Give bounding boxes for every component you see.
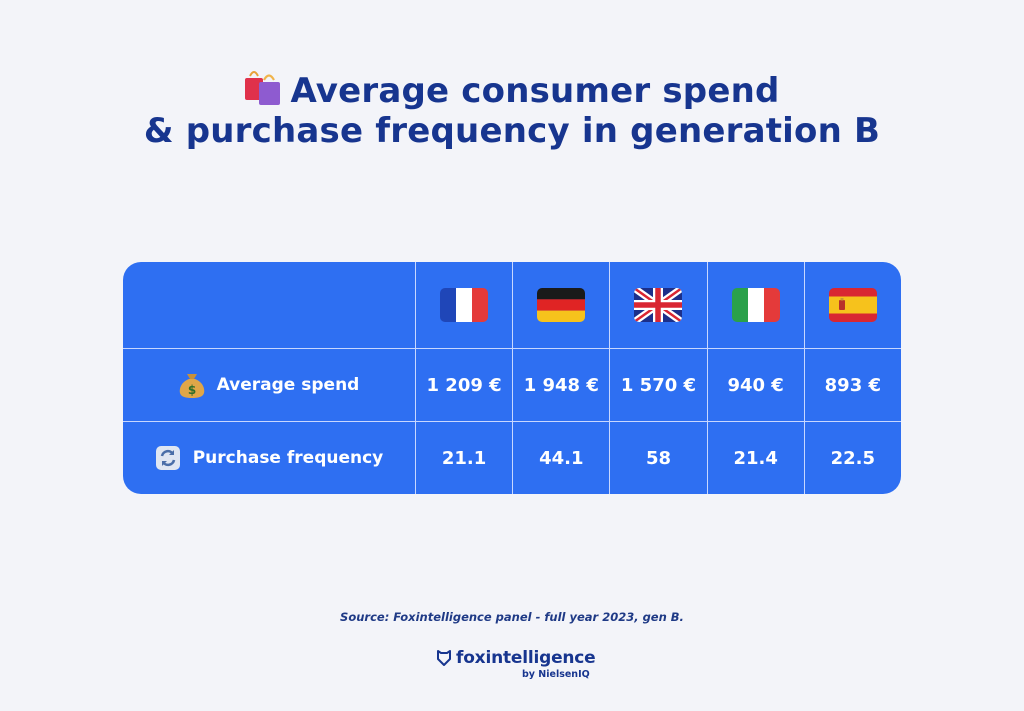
- table-header-row: [123, 262, 901, 348]
- value-cell: 22.5: [803, 422, 901, 494]
- value-cell: 1 209 €: [415, 349, 512, 421]
- logo-sub: by NielsenIQ: [522, 669, 590, 680]
- table-row-purchase-frequency: Purchase frequency 21.1 44.1 58 21.4 22.…: [123, 421, 901, 494]
- row-label-cell: Purchase frequency: [123, 422, 415, 494]
- france-flag-icon: [440, 288, 489, 322]
- spain-flag-icon: [828, 288, 877, 322]
- logo-name: foxintelligence: [456, 648, 596, 668]
- table-row-average-spend: $ Average spend 1 209 € 1 948 € 1 570 € …: [123, 348, 901, 421]
- brand-logo: foxintelligence by NielsenIQ: [437, 648, 597, 682]
- header-cell-france: [415, 262, 512, 348]
- value-cell: 58: [609, 422, 706, 494]
- uk-flag-icon: [634, 288, 683, 322]
- value-cell: 1 948 €: [512, 349, 609, 421]
- money-bag-icon: $: [179, 374, 204, 398]
- empty-header-cell: [123, 262, 415, 348]
- svg-text:$: $: [187, 383, 195, 397]
- value-cell: 893 €: [803, 349, 901, 421]
- data-table: $ Average spend 1 209 € 1 948 € 1 570 € …: [123, 262, 901, 494]
- header-cell-italy: [706, 262, 804, 348]
- refresh-arrows-icon: [155, 446, 180, 470]
- row-label-average-spend: Average spend: [216, 375, 360, 395]
- title-line-2: & purchase frequency in generation B: [143, 111, 881, 151]
- title-text-1: Average consumer spend: [290, 71, 780, 111]
- fox-shield-icon: [437, 650, 451, 666]
- germany-flag-icon: [537, 288, 586, 322]
- source-note: Source: Foxintelligence panel - full yea…: [340, 610, 684, 624]
- value-cell: 21.1: [415, 422, 512, 494]
- value-cell: 940 €: [706, 349, 804, 421]
- title-line-1: Average consumer spend: [0, 70, 1024, 111]
- row-label-purchase-frequency: Purchase frequency: [192, 448, 384, 468]
- header-cell-germany: [512, 262, 609, 348]
- header-cell-uk: [609, 262, 706, 348]
- row-label-cell: $ Average spend: [123, 349, 415, 421]
- shopping-bags-icon: [245, 71, 281, 105]
- value-cell: 1 570 €: [609, 349, 706, 421]
- value-cell: 44.1: [512, 422, 609, 494]
- italy-flag-icon: [731, 288, 780, 322]
- page-title: Average consumer spend & purchase freque…: [0, 70, 1024, 151]
- header-cell-spain: [803, 262, 901, 348]
- value-cell: 21.4: [706, 422, 804, 494]
